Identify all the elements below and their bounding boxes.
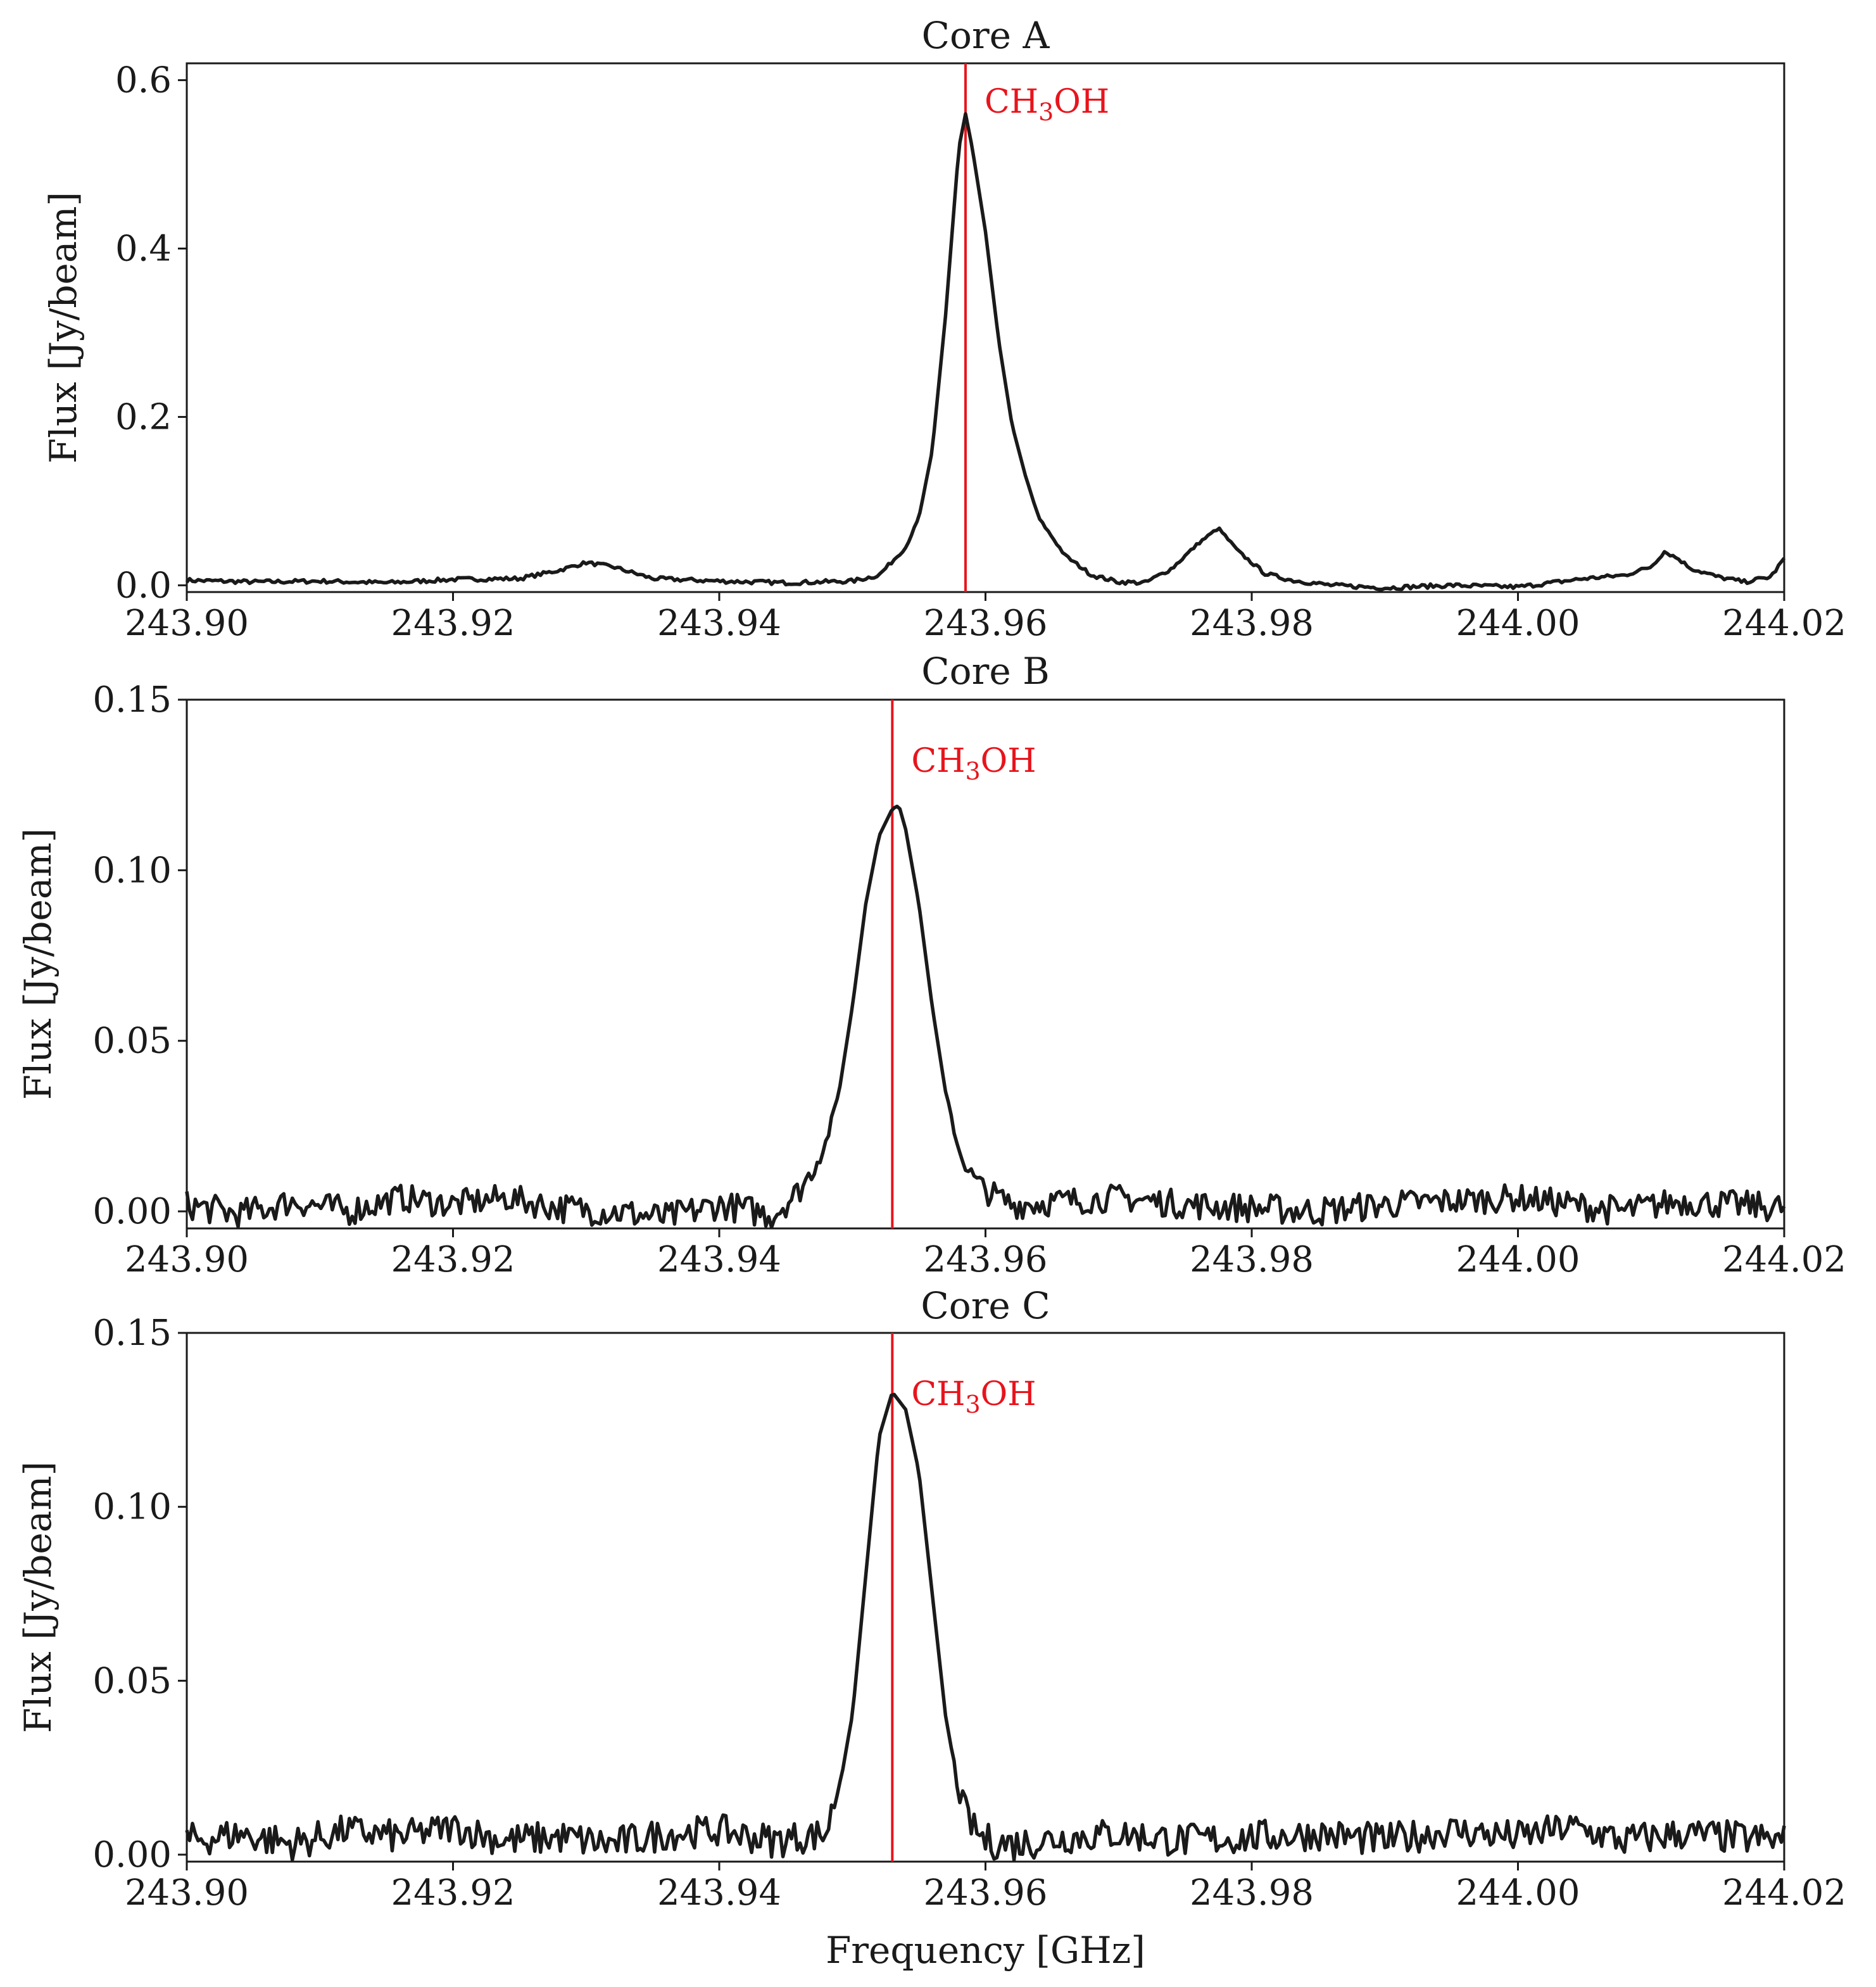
panel-core-b: Core B Flux [Jy/beam] 243.90 243.92 243.94…	[16, 650, 1846, 1280]
y-tick-label: 0.0	[115, 565, 172, 606]
panel-title: Core A	[922, 14, 1050, 57]
y-tick-label: 0.00	[92, 1191, 172, 1232]
x-tick-label: 243.92	[391, 1872, 515, 1914]
y-axis-label: Flux [Jy/beam]	[16, 828, 60, 1100]
x-tick-label: 243.90	[125, 1239, 249, 1280]
x-tick-label: 243.90	[125, 1872, 249, 1914]
ch3oh-label-tail: OH	[981, 742, 1036, 780]
x-tick-label: 243.98	[1190, 603, 1314, 644]
y-tick-label: 0.05	[92, 1660, 172, 1701]
spectrum-line	[185, 1392, 1786, 1862]
panel-title: Core B	[921, 650, 1049, 693]
axis-ticks: 243.90 243.92 243.94 243.96 243.98 244.00 244.…	[115, 60, 1846, 644]
y-tick-label: 0.4	[115, 229, 172, 270]
ch3oh-label: CH3OH	[911, 742, 1036, 785]
ch3oh-label-tail: OH	[1054, 83, 1109, 121]
y-tick-label: 0.15	[92, 679, 172, 721]
ch3oh-label: CH3OH	[911, 1375, 1036, 1418]
y-axis-label: Flux [Jy/beam]	[16, 1461, 60, 1733]
axis-ticks: 243.90 243.92 243.94 243.96 243.98 244.00 244.…	[92, 1313, 1846, 1914]
ch3oh-label-sub: 3	[965, 1391, 980, 1418]
panel-title: Core C	[921, 1284, 1050, 1327]
x-tick-label: 243.92	[391, 603, 515, 644]
x-tick-label: 244.02	[1722, 1239, 1846, 1280]
ch3oh-label-main: CH	[985, 83, 1038, 121]
ch3oh-label-sub: 3	[1038, 98, 1054, 126]
x-tick-label: 243.96	[924, 1239, 1048, 1280]
x-tick-label: 243.94	[657, 1872, 781, 1914]
y-tick-label: 0.6	[115, 60, 172, 101]
panel-core-a: Core A Flux [Jy/beam] 243.90 243.92 243.94…	[42, 14, 1846, 644]
spectrum-line	[185, 112, 1786, 591]
y-tick-label: 0.15	[92, 1313, 172, 1354]
x-tick-label: 243.94	[657, 1239, 781, 1280]
ch3oh-label-sub: 3	[965, 757, 980, 785]
ch3oh-label-main: CH	[911, 742, 965, 780]
x-axis-label: Frequency [GHz]	[826, 1929, 1145, 1972]
x-tick-label: 243.96	[924, 603, 1048, 644]
ch3oh-label-tail: OH	[981, 1375, 1036, 1413]
axis-ticks: 243.90 243.92 243.94 243.96 243.98 244.00 244.…	[92, 679, 1846, 1280]
x-tick-label: 243.98	[1190, 1239, 1314, 1280]
y-tick-label: 0.2	[115, 396, 172, 438]
x-tick-label: 244.02	[1722, 1872, 1846, 1914]
x-tick-label: 244.00	[1456, 603, 1580, 644]
x-tick-label: 243.98	[1190, 1872, 1314, 1914]
ch3oh-label: CH3OH	[985, 83, 1109, 126]
y-tick-label: 0.10	[92, 1487, 172, 1528]
y-axis-label: Flux [Jy/beam]	[42, 192, 85, 464]
ch3oh-label-main: CH	[911, 1375, 965, 1413]
y-tick-label: 0.00	[92, 1834, 172, 1876]
x-tick-label: 244.02	[1722, 603, 1846, 644]
x-tick-label: 244.00	[1456, 1239, 1580, 1280]
x-tick-label: 243.96	[924, 1872, 1048, 1914]
spectrum-line	[185, 804, 1786, 1230]
x-tick-label: 243.90	[125, 603, 249, 644]
x-tick-label: 243.94	[657, 603, 781, 644]
x-tick-label: 243.92	[391, 1239, 515, 1280]
x-tick-label: 244.00	[1456, 1872, 1580, 1914]
panel-core-c: Core C Flux [Jy/beam] 243.90 243.92 243.94…	[16, 1284, 1846, 1914]
y-tick-label: 0.10	[92, 850, 172, 891]
y-tick-label: 0.05	[92, 1021, 172, 1062]
